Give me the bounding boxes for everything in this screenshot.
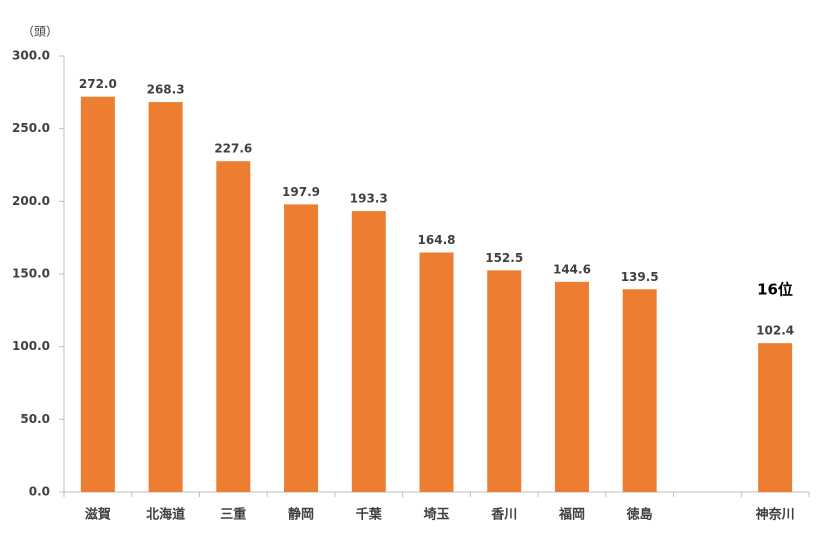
- bar: [284, 204, 319, 493]
- x-tick-label: 静岡: [288, 507, 314, 523]
- y-tick-label: 150.0: [12, 267, 50, 281]
- bar: [554, 281, 589, 492]
- x-tick-label: 三重: [220, 507, 246, 523]
- value-label: 152.5: [485, 251, 523, 265]
- x-tick-label: 千葉: [356, 507, 383, 523]
- value-label: 227.6: [214, 142, 252, 156]
- x-tick-label: 香川: [490, 507, 517, 523]
- y-tick-label: 200.0: [12, 194, 50, 208]
- y-tick-label: 300.0: [12, 49, 50, 63]
- value-label: 197.9: [282, 185, 320, 199]
- y-tick-label: 50.0: [20, 412, 50, 426]
- bar: [80, 96, 115, 493]
- bar: [758, 343, 793, 492]
- y-tick-label: 250.0: [12, 121, 50, 135]
- bar: [622, 289, 657, 492]
- value-label: 193.3: [350, 192, 388, 206]
- value-label: 102.4: [756, 324, 794, 338]
- bar: [351, 211, 386, 492]
- bar: [148, 102, 183, 492]
- x-tick-label: 福岡: [558, 507, 585, 523]
- bar: [487, 270, 522, 492]
- x-tick-label: 北海道: [146, 507, 185, 523]
- value-label: 139.5: [621, 270, 659, 284]
- x-tick-label: 神奈川: [756, 507, 795, 523]
- bar: [419, 252, 454, 492]
- value-label: 268.3: [147, 83, 185, 97]
- value-label: 144.6: [553, 262, 591, 276]
- x-tick-label: 埼玉: [423, 507, 449, 523]
- annotation: 16位: [757, 281, 793, 299]
- x-tick-label: 滋賀: [85, 507, 111, 523]
- value-label: 272.0: [79, 77, 117, 91]
- y-unit-label: （頭）: [22, 25, 58, 39]
- value-label: 164.8: [418, 233, 456, 247]
- x-tick-label: 徳島: [626, 507, 653, 523]
- bar: [216, 161, 251, 493]
- y-tick-label: 100.0: [12, 339, 50, 353]
- y-tick-label: 0.0: [29, 485, 50, 499]
